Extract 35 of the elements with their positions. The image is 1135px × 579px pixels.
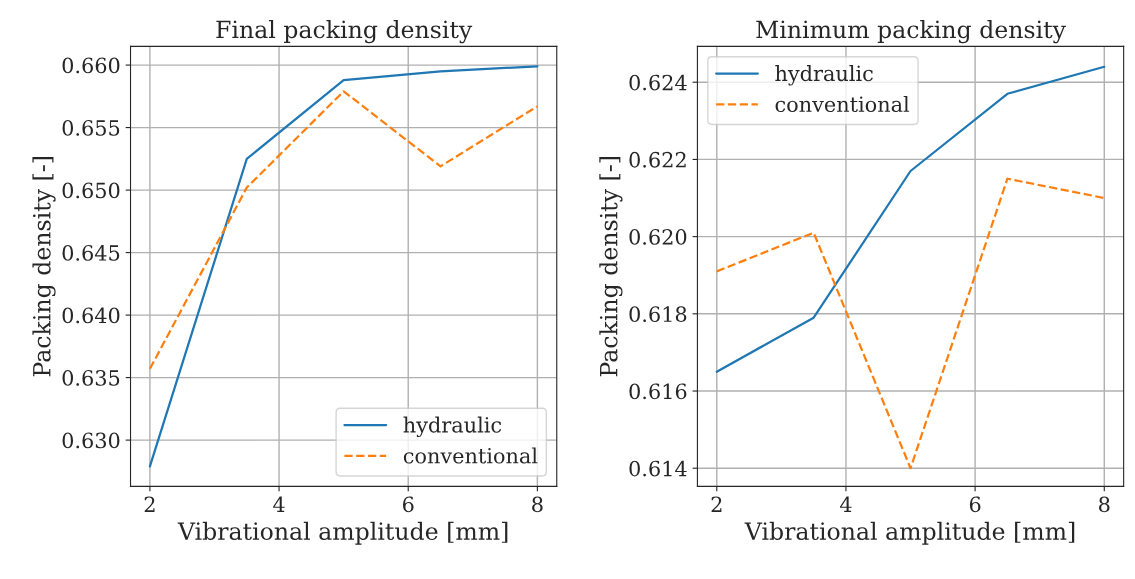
x-tick-label: 4 [273,496,285,512]
y-tick-label: 0.616 [629,383,687,400]
x-tick-label: 6 [402,496,414,513]
x-tick-label: 6 [969,496,981,513]
y-tick-label: 0.655 [62,120,120,136]
y-axis-title: Packing density [-] [599,157,623,377]
y-tick-label: 0.645 [62,245,120,261]
chart-title: Final packing density [216,20,473,44]
y-tick-label: 0.660 [62,57,120,74]
y-tick-label: 0.618 [629,306,687,323]
line-series [715,177,1106,470]
chart-title: Minimum packing density [756,20,1066,44]
y-axis-title: Packing density [-] [32,157,56,377]
y-tick-label: 0.614 [629,460,687,477]
x-axis-title: Vibrational amplitude [mm] [744,521,1075,545]
x-axis-title: Vibrational amplitude [mm] [177,521,508,545]
x-tick-label: 2 [144,496,155,512]
y-tick-label: 0.650 [62,182,120,199]
y-tick-label: 0.622 [629,151,686,168]
legend-label: hydraulic [403,416,502,438]
y-tick-label: 0.635 [62,370,120,386]
x-tick-label: 8 [532,496,543,513]
line-series [148,90,539,370]
line-series [715,65,1106,373]
y-tick-label: 0.624 [629,74,687,91]
x-tick-label: 4 [839,496,852,512]
legend-label: conventional [775,95,910,113]
legend-label: conventional [403,447,538,464]
legend-label: hydraulic [775,65,873,86]
x-tick-label: 8 [1099,496,1110,513]
y-tick-label: 0.630 [62,432,120,449]
y-tick-label: 0.620 [629,229,687,245]
y-tick-label: 0.640 [62,307,120,324]
x-tick-label: 2 [711,496,722,512]
line-series [148,65,539,468]
